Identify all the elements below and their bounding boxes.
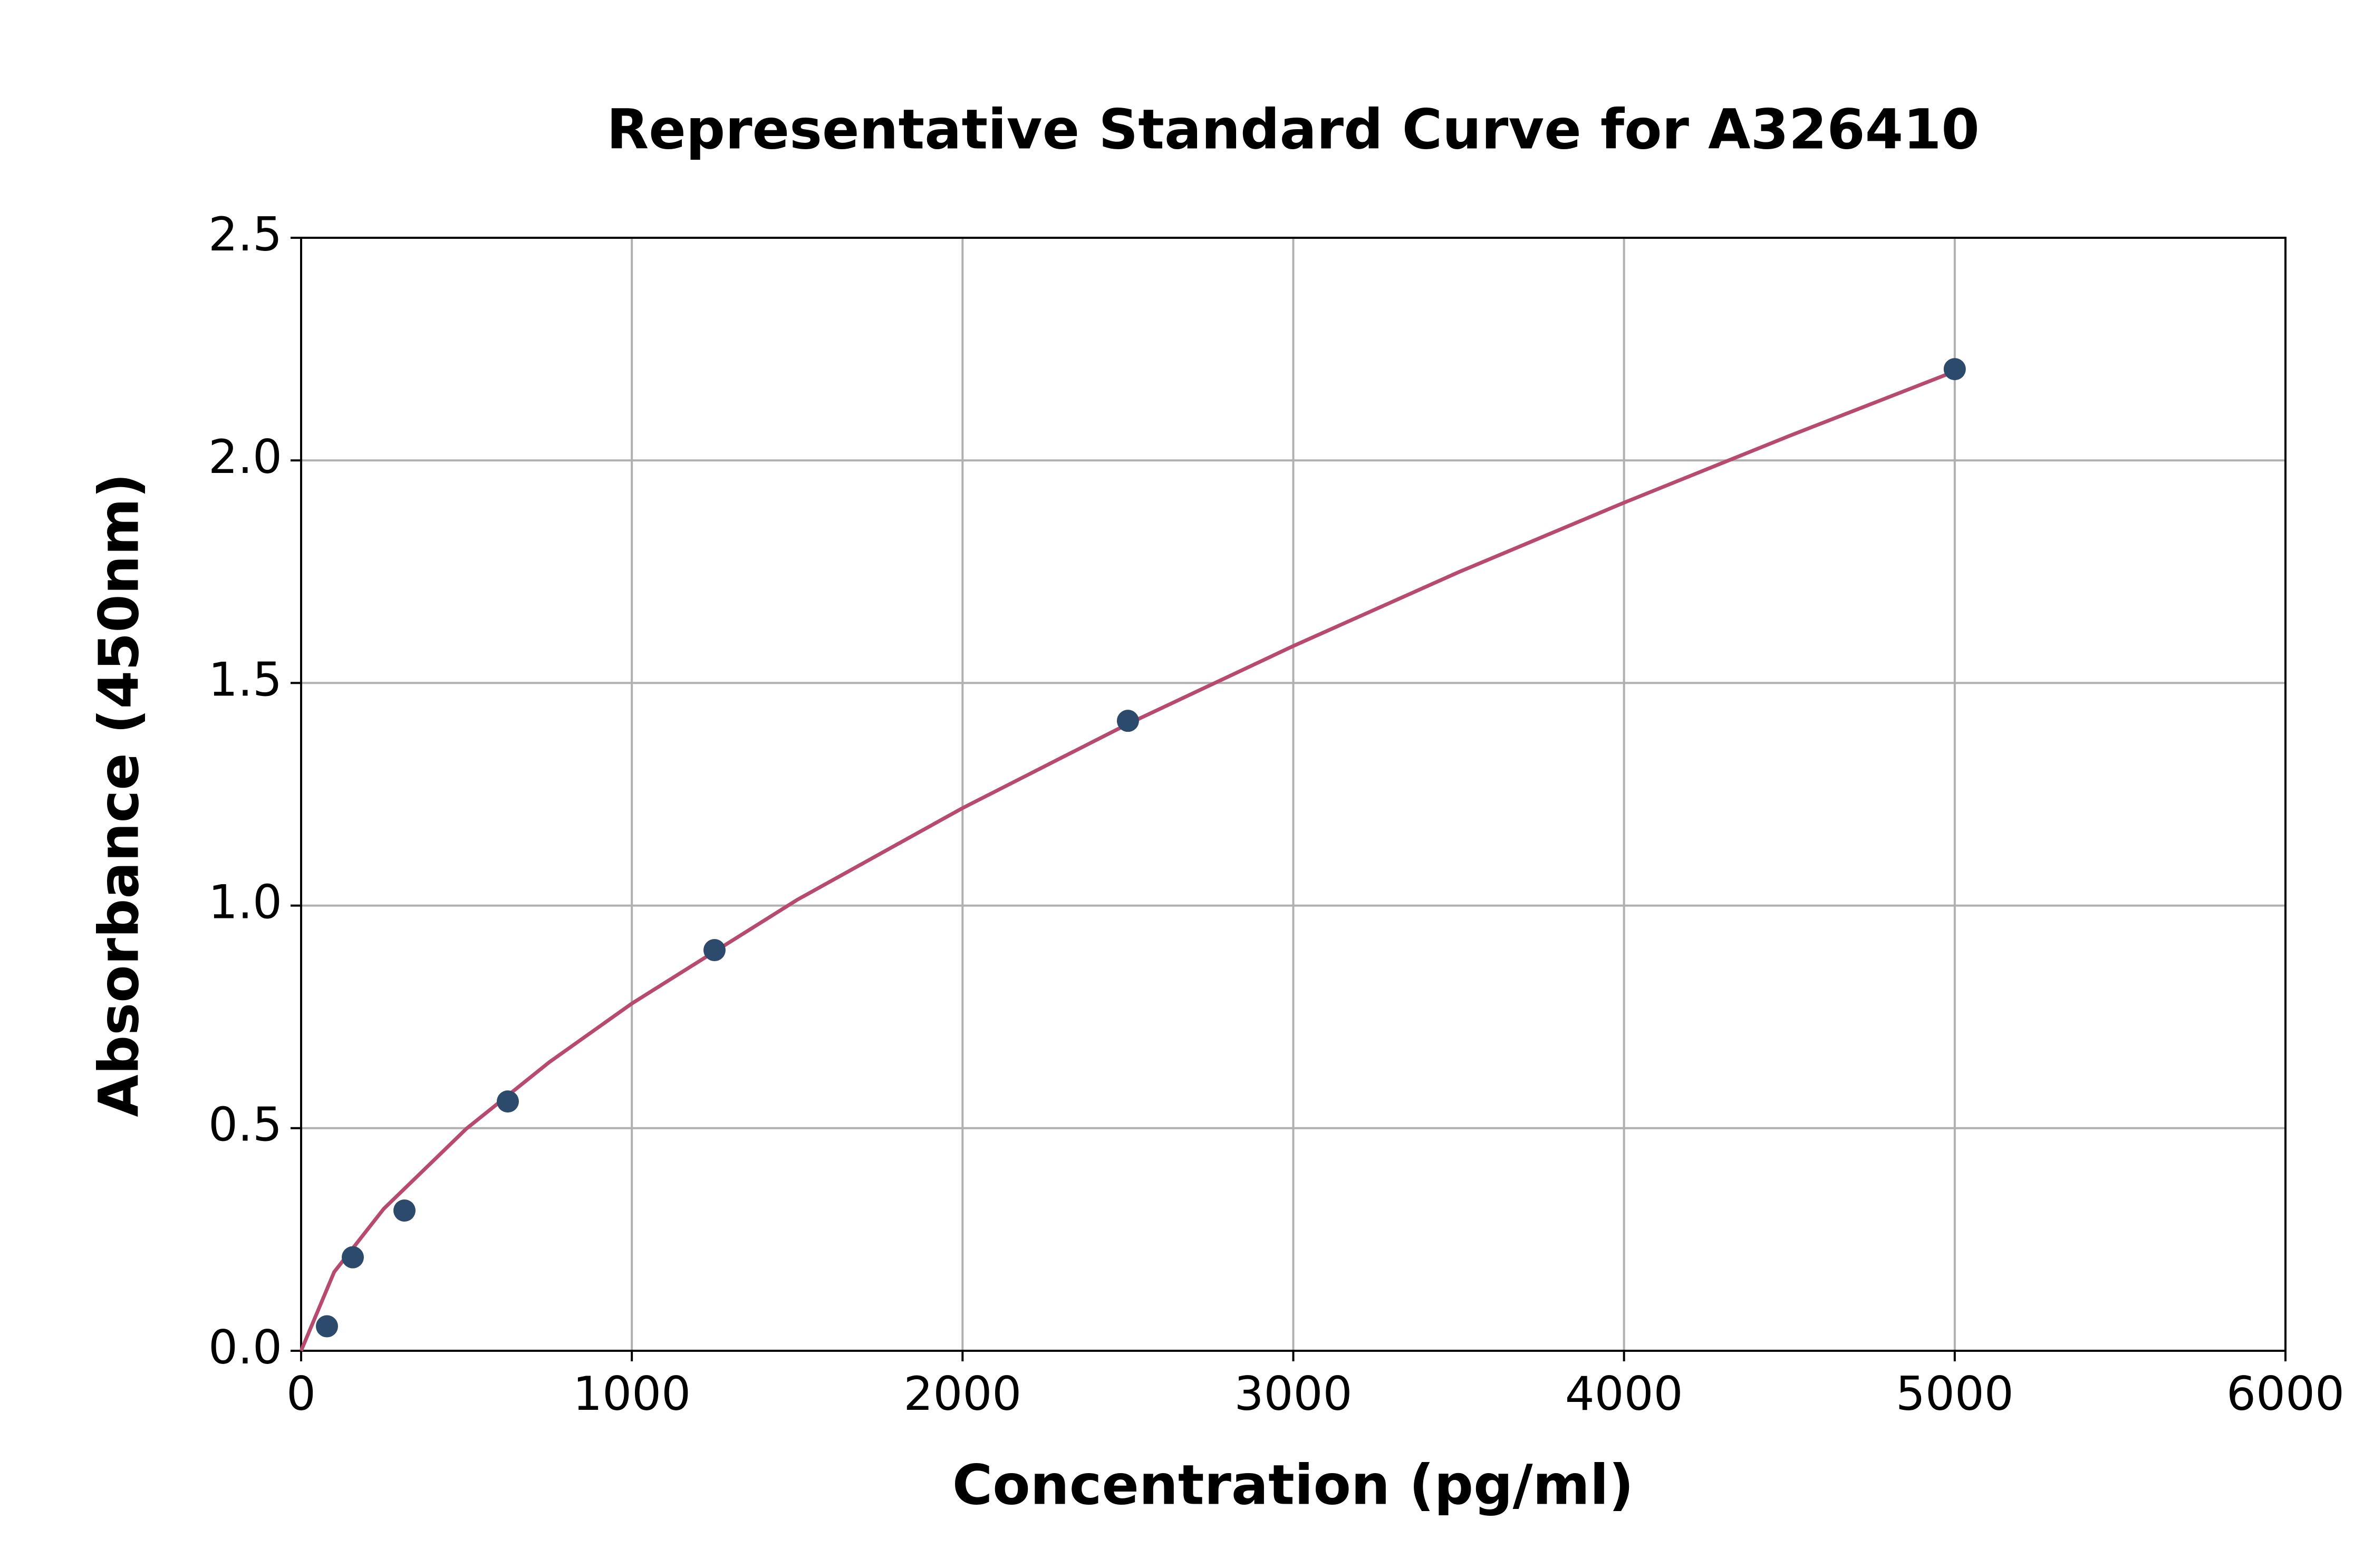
x-axis-label: Concentration (pg/ml) [952,1453,1634,1517]
fit-curve [299,370,1956,1352]
y-tick-label: 2.5 [208,207,282,262]
data-point [703,939,726,962]
x-tick-label: 5000 [1896,1367,2014,1421]
y-tick-label: 2.0 [208,430,282,484]
x-tick-label: 3000 [1234,1367,1353,1421]
x-tick-label: 1000 [573,1367,691,1421]
x-tick-label: 0 [286,1367,316,1421]
data-point [341,1246,364,1269]
y-tick-label: 0.5 [208,1098,282,1152]
x-tick-label: 4000 [1565,1367,1683,1421]
x-tick-label: 6000 [2226,1367,2345,1421]
x-tick-label: 2000 [903,1367,1021,1421]
y-tick-label: 1.0 [208,875,282,930]
data-point [393,1199,416,1222]
data-point [1943,358,1966,381]
y-tick-label: 1.5 [208,652,282,706]
chart-title: Representative Standard Curve for A32641… [606,97,1980,161]
data-point [496,1090,519,1113]
y-tick-label: 0.0 [208,1320,282,1375]
data-point [1116,710,1139,732]
y-axis-label: Absorbance (450nm) [86,473,151,1117]
data-point [315,1315,338,1338]
plot-frame [300,237,2287,1352]
